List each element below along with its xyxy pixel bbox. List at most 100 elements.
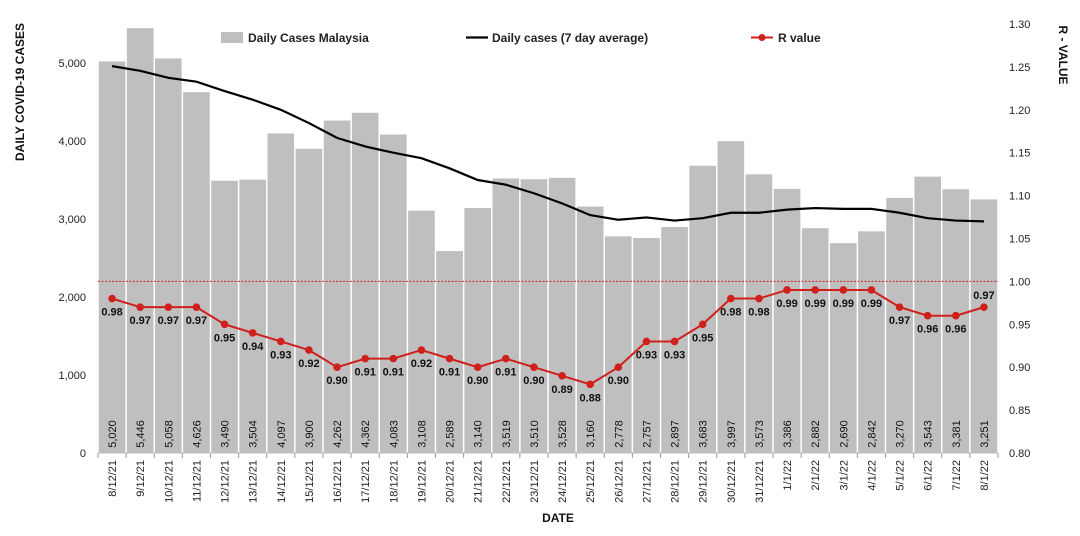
bar-11 xyxy=(408,210,435,453)
r-point-21 xyxy=(698,320,707,329)
x-tick-label-1: 9/12/21 xyxy=(135,460,147,497)
x-tick-label-2: 10/12/21 xyxy=(163,460,175,503)
r-point-20 xyxy=(670,337,679,346)
bar-value-label-8: 4,262 xyxy=(332,420,344,448)
bar-value-label-12: 2,589 xyxy=(445,420,457,448)
r-value-label-27: 0.99 xyxy=(861,298,882,310)
bar-value-label-21: 3,683 xyxy=(698,420,710,448)
r-value-label-31: 0.97 xyxy=(973,290,994,302)
x-tick-label-13: 21/12/21 xyxy=(473,460,485,503)
r-value-label-3: 0.97 xyxy=(186,315,207,327)
legend-label-daily-cases: Daily Cases Malaysia xyxy=(248,31,369,45)
x-tick-label-9: 17/12/21 xyxy=(360,460,372,503)
average-line xyxy=(111,65,984,223)
bar-5 xyxy=(239,179,266,454)
r-value-line xyxy=(111,288,985,386)
bar-12 xyxy=(436,251,463,453)
x-axis-title: DATE xyxy=(542,511,574,525)
bar-value-label-18: 2,778 xyxy=(613,420,625,448)
bars-layer: 5,020 5,446 5,058 4,626 3,490 3,504 4,097 3,900… xyxy=(98,28,998,454)
y2-tick-label-5: 1.05 xyxy=(1009,234,1030,246)
bar-23 xyxy=(745,174,773,453)
r-point-25 xyxy=(811,286,819,294)
x-tick-label-23: 31/12/21 xyxy=(754,460,766,503)
bar-value-label-7: 3,900 xyxy=(304,420,316,448)
r-point-2 xyxy=(164,303,173,311)
r-point-6 xyxy=(277,337,285,346)
bar-8 xyxy=(323,120,351,454)
r-value-label-5: 0.94 xyxy=(242,341,264,353)
y2-tick-label-8: 1.20 xyxy=(1009,105,1030,117)
legend: Daily Cases Malaysia Daily cases (7 day a… xyxy=(221,31,821,45)
bar-value-label-19: 2,757 xyxy=(641,420,653,448)
bar-17 xyxy=(576,206,604,453)
x-tick-label-27: 4/1/22 xyxy=(866,460,878,491)
bar-18 xyxy=(605,236,632,453)
r-point-27 xyxy=(867,286,876,294)
r-point-28 xyxy=(895,303,904,311)
bar-16 xyxy=(548,177,576,454)
x-tick-label-8: 16/12/21 xyxy=(332,460,344,503)
r-value-label-13: 0.90 xyxy=(467,375,488,387)
x-tick-label-31: 8/1/22 xyxy=(979,460,991,491)
bar-value-label-22: 3,997 xyxy=(726,420,738,448)
x-tick-label-6: 14/12/21 xyxy=(276,460,288,503)
x-tick-label-22: 30/12/21 xyxy=(726,460,738,503)
bar-24 xyxy=(773,188,801,453)
r-point-5 xyxy=(248,329,257,337)
r-value-label-19: 0.93 xyxy=(636,349,657,361)
r-value-label-16: 0.89 xyxy=(551,384,572,396)
r-point-4 xyxy=(220,320,229,329)
y2-tick-label-7: 1.15 xyxy=(1009,148,1030,160)
r-value-label-22: 0.98 xyxy=(720,307,741,319)
bar-4 xyxy=(211,180,238,453)
r-point-26 xyxy=(839,286,848,294)
bar-value-label-4: 3,490 xyxy=(220,420,232,448)
x-tick-label-15: 23/12/21 xyxy=(529,460,541,503)
x-tick-label-19: 27/12/21 xyxy=(641,460,653,503)
r-point-18 xyxy=(614,363,623,372)
bar-7 xyxy=(295,148,323,454)
r-point-11 xyxy=(417,346,426,354)
bar-value-label-14: 3,519 xyxy=(501,420,513,448)
r-value-label-21: 0.95 xyxy=(692,332,713,344)
r-value-label-4: 0.95 xyxy=(214,332,235,344)
r-value-label-28: 0.97 xyxy=(889,315,910,327)
r-point-29 xyxy=(923,311,932,320)
bar-value-label-23: 3,573 xyxy=(754,420,766,448)
bar-13 xyxy=(464,208,491,453)
legend-label-average: Daily cases (7 day average) xyxy=(492,31,648,45)
bar-value-label-26: 2,690 xyxy=(838,420,850,448)
r-point-16 xyxy=(558,371,566,380)
bar-value-label-28: 3,270 xyxy=(895,420,907,448)
x-tick-label-18: 26/12/21 xyxy=(613,460,625,503)
bar-value-label-30: 3,381 xyxy=(951,420,963,448)
r-value-label-10: 0.91 xyxy=(383,367,404,379)
bar-21 xyxy=(689,165,716,453)
r-value-label-6: 0.93 xyxy=(270,349,291,361)
y-tick-label-4: 4,000 xyxy=(58,136,86,148)
r-point-10 xyxy=(389,354,398,363)
bar-9 xyxy=(351,112,379,453)
r-value-label-11: 0.92 xyxy=(411,358,432,370)
bar-15 xyxy=(520,179,548,453)
bar-value-label-3: 4,626 xyxy=(191,420,203,448)
x-tick-label-21: 29/12/21 xyxy=(698,460,710,503)
bar-value-label-11: 3,108 xyxy=(416,420,428,448)
r-point-15 xyxy=(530,363,538,372)
r-point-23 xyxy=(755,294,763,303)
legend-swatch-daily-cases xyxy=(221,32,243,43)
r-point-24 xyxy=(783,286,791,294)
r-point-13 xyxy=(473,363,482,372)
bar-value-label-16: 3,528 xyxy=(557,420,569,448)
x-tick-label-26: 3/1/22 xyxy=(838,460,850,491)
bar-28 xyxy=(886,197,913,453)
x-tick-label-12: 20/12/21 xyxy=(445,460,457,503)
r-point-9 xyxy=(361,354,369,363)
x-tick-label-28: 5/1/22 xyxy=(895,460,907,491)
bar-value-label-13: 3,140 xyxy=(473,420,485,448)
r-value-label-14: 0.91 xyxy=(495,367,516,379)
r-point-3 xyxy=(192,303,201,311)
r-point-7 xyxy=(305,346,313,354)
x-tick-label-7: 15/12/21 xyxy=(304,460,316,503)
